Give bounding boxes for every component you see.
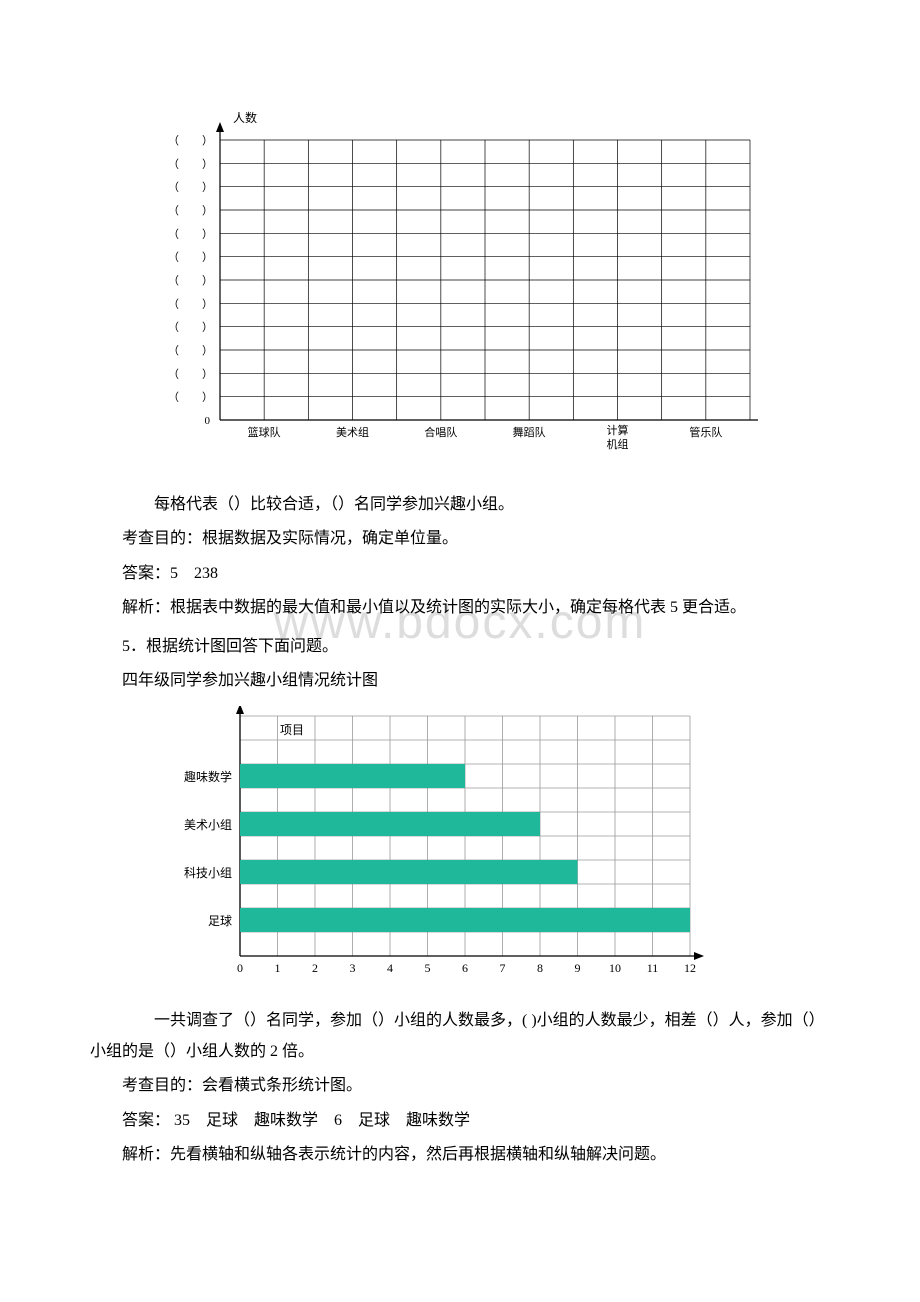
svg-text:管乐队: 管乐队 — [689, 425, 722, 439]
q5-analysis: 解析：先看横轴和纵轴各表示统计的内容，然后再根据横轴和纵轴解决问题。 — [90, 1140, 830, 1170]
q5-answer-label: 答案： — [122, 1112, 170, 1129]
svg-text:）: ） — [202, 344, 213, 357]
svg-text:趣味数学: 趣味数学 — [184, 769, 232, 784]
q4-analysis-text: 根据表中数据的最大值和最小值以及统计图的实际大小，确定每格代表 5 更合适。 — [170, 599, 746, 616]
svg-text:合唱队: 合唱队 — [424, 425, 457, 439]
svg-text:）: ） — [202, 134, 213, 147]
svg-text:人数: 人数 — [233, 110, 257, 125]
svg-text:（: （ — [168, 321, 179, 334]
svg-text:美术小组: 美术小组 — [184, 818, 232, 832]
svg-text:）: ） — [202, 297, 213, 310]
svg-text:11: 11 — [647, 961, 659, 975]
svg-text:项目: 项目 — [280, 723, 304, 737]
svg-text:机组: 机组 — [607, 437, 629, 451]
q5-prompt: 5．根据统计图回答下面问题。 — [90, 632, 830, 662]
q4-answer-text: 5 238 — [170, 565, 218, 582]
svg-text:（: （ — [168, 157, 179, 170]
q4-purpose-text: 根据数据及实际情况，确定单位量。 — [202, 530, 458, 547]
svg-text:）: ） — [202, 367, 213, 380]
svg-text:5: 5 — [425, 961, 431, 975]
svg-text:0: 0 — [205, 415, 211, 427]
svg-text:7: 7 — [500, 961, 506, 975]
q5-chart-title: 四年级同学参加兴趣小组情况统计图 — [90, 666, 830, 696]
svg-text:（: （ — [168, 134, 179, 147]
svg-text:12: 12 — [684, 961, 696, 975]
svg-text:足球: 足球 — [208, 914, 232, 928]
page-content: 人数 （ ） （ ） （ ） （ ） （ ） （ ） （ ） （ ） （ ） （ ） （ ） （ ） 0 篮球队 美术组 合唱队 舞蹈队 计… — [90, 100, 830, 1170]
q5-blank-text: 一共调查了（）名同学，参加（）小组的人数最多，( )小组的人数最少，相差（）人，… — [90, 1012, 825, 1059]
svg-text:（: （ — [168, 367, 179, 380]
chart1-container: 人数 （ ） （ ） （ ） （ ） （ ） （ ） （ ） （ ） （ ） （ ） （ ） （ ） 0 篮球队 美术组 合唱队 舞蹈队 计… — [150, 100, 830, 460]
svg-text:计算: 计算 — [607, 423, 629, 437]
q4-purpose-label: 考查目的： — [122, 530, 202, 547]
q5-answer-text: 35 足球 趣味数学 6 足球 趣味数学 — [170, 1112, 470, 1129]
chart2: 项目趣味数学美术小组科技小组足球0123456789101112 — [130, 706, 710, 986]
svg-text:（: （ — [168, 344, 179, 357]
q5-analysis-label: 解析： — [122, 1146, 170, 1163]
q4-answer: 答案：5 238 — [90, 559, 830, 589]
svg-text:10: 10 — [609, 961, 621, 975]
svg-text:篮球队: 篮球队 — [248, 425, 281, 439]
svg-text:）: ） — [202, 251, 213, 264]
svg-text:3: 3 — [350, 961, 356, 975]
svg-text:科技小组: 科技小组 — [184, 866, 232, 880]
svg-text:（: （ — [168, 297, 179, 310]
q4-analysis: 解析：根据表中数据的最大值和最小值以及统计图的实际大小，确定每格代表 5 更合适… — [90, 593, 830, 623]
svg-text:）: ） — [202, 157, 213, 170]
svg-text:9: 9 — [575, 961, 581, 975]
q5-purpose-label: 考查目的： — [122, 1077, 202, 1094]
q5-blank-line: 一共调查了（）名同学，参加（）小组的人数最多，( )小组的人数最少，相差（）人，… — [90, 1006, 830, 1067]
svg-text:（: （ — [168, 204, 179, 217]
svg-text:（: （ — [168, 227, 179, 240]
chart2-container: 项目趣味数学美术小组科技小组足球0123456789101112 — [130, 706, 830, 986]
svg-text:1: 1 — [275, 961, 281, 975]
q5-purpose: 考查目的：会看横式条形统计图。 — [90, 1071, 830, 1101]
svg-text:）: ） — [202, 321, 213, 334]
q4-purpose: 考查目的：根据数据及实际情况，确定单位量。 — [90, 524, 830, 554]
svg-text:（: （ — [168, 251, 179, 264]
svg-text:美术组: 美术组 — [336, 425, 369, 439]
q4-analysis-label: 解析： — [122, 599, 170, 616]
svg-text:（: （ — [168, 274, 179, 287]
svg-text:）: ） — [202, 181, 213, 194]
svg-text:）: ） — [202, 204, 213, 217]
svg-text:4: 4 — [387, 961, 393, 975]
svg-text:8: 8 — [537, 961, 543, 975]
svg-text:）: ） — [202, 274, 213, 287]
q4-answer-label: 答案： — [122, 565, 170, 582]
svg-text:2: 2 — [312, 961, 318, 975]
svg-text:（: （ — [168, 181, 179, 194]
q5-analysis-text: 先看横轴和纵轴各表示统计的内容，然后再根据横轴和纵轴解决问题。 — [170, 1146, 666, 1163]
chart1: 人数 （ ） （ ） （ ） （ ） （ ） （ ） （ ） （ ） （ ） （ ） （ ） （ ） 0 篮球队 美术组 合唱队 舞蹈队 计… — [150, 100, 770, 460]
svg-text:（: （ — [168, 391, 179, 404]
svg-text:0: 0 — [237, 961, 243, 975]
q5-purpose-text: 会看横式条形统计图。 — [202, 1077, 362, 1094]
svg-text:）: ） — [202, 227, 213, 240]
svg-text:6: 6 — [462, 961, 468, 975]
q5-answer: 答案： 35 足球 趣味数学 6 足球 趣味数学 — [90, 1106, 830, 1136]
svg-text:）: ） — [202, 391, 213, 404]
q4-blank-line: 每格代表（）比较合适，（）名同学参加兴趣小组。 — [90, 490, 830, 520]
svg-text:舞蹈队: 舞蹈队 — [513, 425, 546, 439]
